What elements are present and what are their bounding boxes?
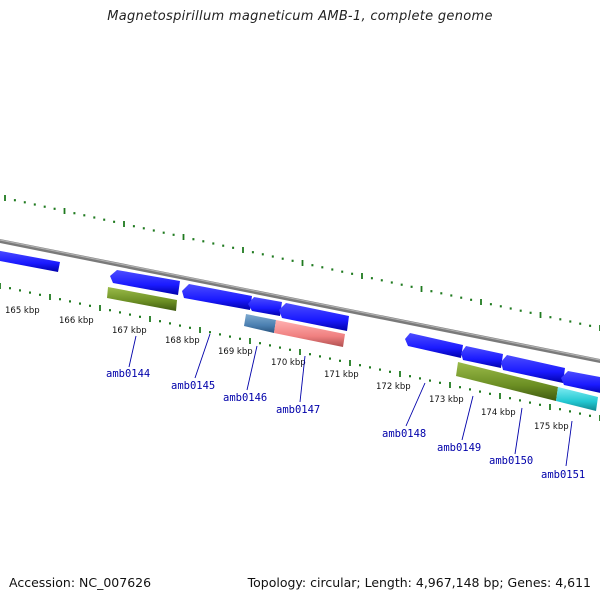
gene-label[interactable]: amb0151: [541, 469, 585, 481]
gene-label[interactable]: amb0149: [437, 442, 481, 454]
gene-feature[interactable]: [279, 303, 349, 331]
gene-leaders: [128, 333, 573, 467]
kbp-label: 174 kbp: [481, 408, 516, 418]
gene-feature[interactable]: [501, 355, 565, 383]
gene-labels: amb0144 amb0145 amb0146 amb0147 amb0148 …: [106, 368, 585, 481]
kbp-label: 166 kbp: [59, 316, 94, 326]
forward-strand: [0, 250, 600, 394]
kbp-scale: 165 kbp 166 kbp 167 kbp 168 kbp 169 kbp …: [5, 306, 569, 432]
kbp-label: 173 kbp: [429, 395, 464, 405]
kbp-label: 170 kbp: [271, 358, 306, 368]
gene-feature[interactable]: [107, 287, 177, 311]
outer-tick-ring: [4, 195, 600, 331]
gene-label[interactable]: amb0150: [489, 455, 533, 467]
gene-feature[interactable]: [110, 270, 180, 295]
kbp-label: 168 kbp: [165, 336, 200, 346]
gene-feature[interactable]: [405, 333, 463, 358]
kbp-label: 175 kbp: [534, 422, 569, 432]
gene-feature[interactable]: [0, 250, 60, 272]
gene-label[interactable]: amb0148: [382, 428, 426, 440]
gene-label[interactable]: amb0145: [171, 380, 215, 392]
genome-title: Magnetospirillum magneticum AMB-1, compl…: [107, 9, 493, 24]
gene-feature[interactable]: [244, 314, 276, 333]
kbp-label: 171 kbp: [324, 370, 359, 380]
gene-label[interactable]: amb0147: [276, 404, 320, 416]
topology-summary: Topology: circular; Length: 4,967,148 bp…: [247, 575, 591, 590]
gene-feature[interactable]: [456, 362, 558, 401]
inner-tick-ring: [0, 283, 600, 421]
gene-feature[interactable]: [556, 387, 598, 411]
gene-label[interactable]: amb0144: [106, 368, 150, 380]
gene-feature[interactable]: [461, 346, 503, 368]
gene-feature[interactable]: [561, 371, 600, 394]
accession-text: Accession: NC_007626: [9, 575, 152, 590]
gene-feature[interactable]: [182, 284, 252, 310]
gene-feature[interactable]: [248, 297, 282, 316]
reverse-strand: [107, 287, 598, 411]
kbp-label: 167 kbp: [112, 326, 147, 336]
gene-feature[interactable]: [274, 320, 345, 347]
gene-label[interactable]: amb0146: [223, 392, 267, 404]
kbp-label: 172 kbp: [376, 382, 411, 392]
kbp-label: 165 kbp: [5, 306, 40, 316]
kbp-label: 169 kbp: [218, 347, 253, 357]
